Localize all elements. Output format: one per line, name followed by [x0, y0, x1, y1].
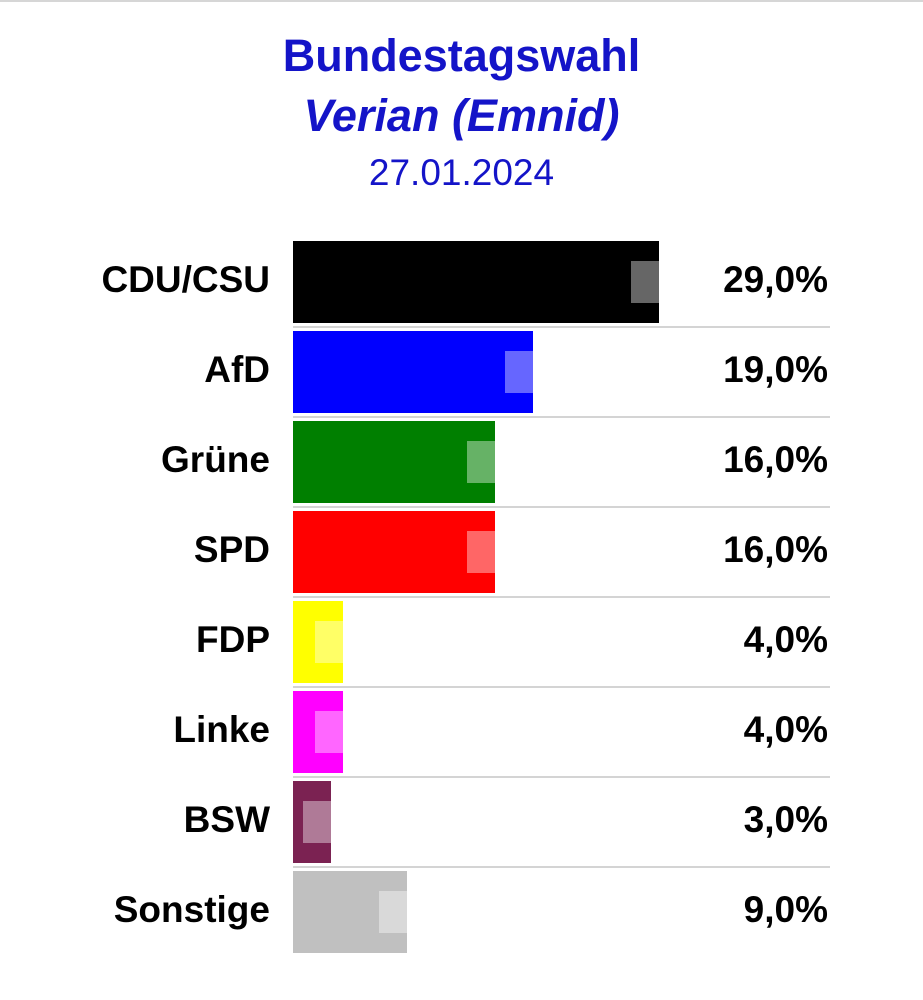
row-separator — [293, 416, 830, 418]
value-label: 19,0% — [723, 349, 828, 390]
value-label: 3,0% — [743, 799, 828, 840]
value-label: 4,0% — [743, 709, 828, 750]
bar-end-artifact — [661, 261, 699, 303]
bar — [293, 241, 659, 323]
bar — [293, 691, 343, 773]
chart-title: Bundestagswahl — [282, 30, 641, 81]
bar-end-artifact — [467, 441, 497, 483]
bar-row: AfD 19,0% — [0, 327, 923, 418]
category-label: Sonstige — [113, 889, 270, 930]
bar-row: FDP 4,0% — [0, 597, 923, 688]
bar-end-artifact — [345, 711, 383, 753]
row-separator — [293, 866, 830, 868]
bar-end-artifact — [315, 621, 345, 663]
row-separator — [293, 776, 830, 778]
bar-end-artifact — [303, 801, 333, 843]
bar-end-artifact — [467, 531, 497, 573]
value-label: 4,0% — [743, 619, 828, 660]
bar-end-artifact — [315, 711, 345, 753]
row-separator — [293, 506, 830, 508]
bar-end-artifact — [497, 531, 535, 573]
bar-row: Grüne 16,0% — [0, 417, 923, 508]
top-border — [0, 0, 923, 2]
row-separator — [293, 596, 830, 598]
bar — [293, 781, 331, 863]
category-label: Grüne — [161, 439, 270, 480]
bar-row: Linke 4,0% — [0, 687, 923, 778]
category-label: AfD — [204, 349, 270, 390]
bar-row: BSW 3,0% — [0, 777, 923, 868]
category-label: SPD — [193, 529, 270, 570]
chart-subtitle: Verian (Emnid) — [303, 90, 620, 141]
bar — [293, 331, 533, 413]
bar-end-artifact — [333, 801, 371, 843]
row-separator — [293, 686, 830, 688]
value-label: 29,0% — [723, 259, 828, 300]
category-label: BSW — [183, 799, 270, 840]
bar-end-artifact — [631, 261, 661, 303]
bar-row: CDU/CSU 29,0% — [0, 237, 923, 328]
bar — [293, 871, 407, 953]
value-label: 16,0% — [723, 439, 828, 480]
bar — [293, 421, 495, 503]
category-label: CDU/CSU — [101, 259, 270, 300]
chart-date: 27.01.2024 — [368, 152, 555, 193]
value-label: 9,0% — [743, 889, 828, 930]
bar — [293, 511, 495, 593]
bar-end-artifact — [497, 441, 535, 483]
value-label: 16,0% — [723, 529, 828, 570]
bar-row: SPD 16,0% — [0, 507, 923, 598]
bar-end-artifact — [379, 891, 409, 933]
bar-end-artifact — [409, 891, 447, 933]
bar-row: Sonstige 9,0% — [0, 867, 923, 957]
bar-end-artifact — [345, 621, 383, 663]
bar-end-artifact — [505, 351, 535, 393]
category-label: Linke — [173, 709, 270, 750]
bar — [293, 601, 343, 683]
category-label: FDP — [196, 619, 270, 660]
row-separator — [293, 326, 830, 328]
bar-end-artifact — [535, 351, 573, 393]
